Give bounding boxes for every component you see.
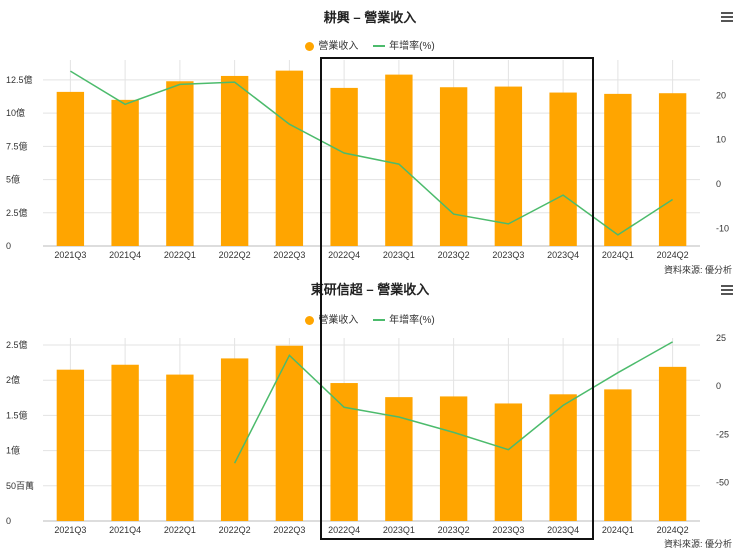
x-tick-label: 2023Q2 bbox=[438, 525, 470, 535]
legend-swatch-yoy bbox=[373, 45, 386, 48]
line-series-yoy bbox=[233, 341, 673, 464]
legend-item-yoy[interactable]: 年增率(%) bbox=[373, 311, 435, 326]
x-tick-label: 2021Q4 bbox=[109, 250, 141, 260]
y-right-tick-label: 0 bbox=[716, 381, 721, 391]
bar bbox=[111, 99, 139, 246]
bar bbox=[549, 92, 577, 246]
y-right-tick-label: 25 bbox=[716, 333, 726, 343]
x-tick-label: 2022Q4 bbox=[328, 250, 360, 260]
x-tick-label: 2023Q3 bbox=[492, 525, 524, 535]
x-tick-label: 2022Q4 bbox=[328, 525, 360, 535]
x-tick-label: 2024Q1 bbox=[602, 250, 634, 260]
menu-icon[interactable] bbox=[721, 12, 733, 22]
source-note: 資料來源: 優分析 bbox=[663, 265, 732, 275]
x-tick-label: 2023Q3 bbox=[492, 250, 524, 260]
x-tick-label: 2024Q1 bbox=[602, 525, 634, 535]
bar bbox=[56, 91, 85, 246]
x-tick-label: 2022Q2 bbox=[219, 525, 251, 535]
y-left-tick-label: 0 bbox=[6, 516, 11, 526]
y-left-tick-label: 12.5億 bbox=[6, 74, 33, 85]
x-tick-label: 2024Q2 bbox=[657, 250, 689, 260]
chart-panel-etc: 東研信超 – 營業收入 營業收入 年增率(%) 0 50百萬 1億 1.5億 2億 2.5… bbox=[0, 275, 740, 550]
y-right-tick-label: -25 bbox=[716, 429, 729, 439]
x-tick-label: 2021Q4 bbox=[109, 525, 141, 535]
bar bbox=[604, 389, 632, 521]
legend-label-revenue: 營業收入 bbox=[318, 315, 359, 326]
y-left-tick-label: 2.5億 bbox=[6, 207, 28, 218]
bar bbox=[549, 394, 577, 521]
bar bbox=[330, 383, 358, 521]
x-tick-label: 2022Q3 bbox=[273, 250, 305, 260]
y-left-tick-label: 5億 bbox=[6, 174, 20, 185]
bar bbox=[330, 87, 358, 247]
chart-plot: 0 2.5億 5億 7.5億 10億 12.5億 -10 0 10 20 2021Q3 2021Q4 2… bbox=[6, 60, 729, 260]
x-tick-label: 2022Q1 bbox=[164, 525, 196, 535]
bar bbox=[166, 81, 194, 246]
bar bbox=[385, 74, 413, 246]
bar bbox=[658, 366, 687, 521]
bar bbox=[275, 70, 304, 246]
bar bbox=[494, 403, 523, 521]
bar bbox=[166, 374, 194, 521]
legend-swatch-revenue bbox=[305, 315, 315, 325]
legend-label-yoy: 年增率(%) bbox=[389, 41, 435, 52]
y-left-tick-label: 0 bbox=[6, 241, 11, 251]
bar bbox=[111, 364, 139, 521]
x-tick-label: 2021Q3 bbox=[54, 525, 86, 535]
x-tick-label: 2021Q3 bbox=[54, 250, 86, 260]
chart-plot: 0 50百萬 1億 1.5億 2億 2.5億 -50 -25 0 25 2021Q3 2021Q4 20… bbox=[6, 333, 729, 535]
y-right-tick-label: 10 bbox=[716, 135, 726, 145]
y-left-tick-label: 7.5億 bbox=[6, 140, 28, 151]
legend-item-revenue[interactable]: 營業收入 bbox=[305, 37, 358, 52]
bar bbox=[220, 75, 249, 246]
line-series-yoy bbox=[70, 70, 674, 236]
x-tick-label: 2023Q1 bbox=[383, 525, 415, 535]
y-left-tick-label: 2.5億 bbox=[6, 339, 28, 350]
bar bbox=[439, 87, 468, 246]
legend-label-revenue: 營業收入 bbox=[318, 41, 359, 52]
y-right-tick-label: 20 bbox=[716, 90, 726, 100]
chart-title: 東研信超 – 營業收入 bbox=[310, 282, 430, 297]
bar bbox=[658, 93, 687, 246]
y-left-tick-label: 10億 bbox=[6, 107, 25, 118]
x-tick-label: 2024Q2 bbox=[657, 525, 689, 535]
legend: 營業收入 年增率(%) bbox=[0, 311, 740, 326]
bar bbox=[56, 369, 85, 521]
x-tick-label: 2023Q4 bbox=[547, 525, 579, 535]
y-right-tick-label: -50 bbox=[716, 477, 729, 487]
source-note: 資料來源: 優分析 bbox=[663, 539, 732, 549]
legend: 營業收入 年增率(%) bbox=[0, 37, 740, 52]
y-left-tick-label: 1.5億 bbox=[6, 409, 28, 420]
y-left-tick-label: 1億 bbox=[6, 445, 20, 456]
chart-panel-gen-hsin: 耕興 – 營業收入 營業收入 年增率(%) 0 2.5億 5億 7.5億 10億 12.5… bbox=[0, 10, 740, 275]
y-right-tick-label: -10 bbox=[716, 223, 729, 233]
legend-label-yoy: 年增率(%) bbox=[389, 315, 435, 326]
x-tick-label: 2022Q2 bbox=[219, 250, 251, 260]
legend-swatch-yoy bbox=[373, 319, 386, 322]
y-left-tick-label: 50百萬 bbox=[6, 480, 34, 491]
x-tick-label: 2022Q3 bbox=[273, 525, 305, 535]
y-right-tick-label: 0 bbox=[716, 179, 721, 189]
legend-item-revenue[interactable]: 營業收入 bbox=[305, 311, 358, 326]
chart-title: 耕興 – 營業收入 bbox=[323, 10, 417, 25]
legend-swatch-revenue bbox=[305, 41, 315, 51]
x-tick-label: 2023Q1 bbox=[383, 250, 415, 260]
x-tick-label: 2022Q1 bbox=[164, 250, 196, 260]
x-tick-label: 2023Q4 bbox=[547, 250, 579, 260]
bar bbox=[604, 93, 632, 246]
bar bbox=[439, 396, 468, 521]
x-tick-label: 2023Q2 bbox=[438, 250, 470, 260]
bar bbox=[275, 345, 304, 521]
y-left-tick-label: 2億 bbox=[6, 374, 20, 385]
bar bbox=[220, 358, 249, 521]
menu-icon[interactable] bbox=[721, 285, 733, 295]
legend-item-yoy[interactable]: 年增率(%) bbox=[373, 37, 435, 52]
